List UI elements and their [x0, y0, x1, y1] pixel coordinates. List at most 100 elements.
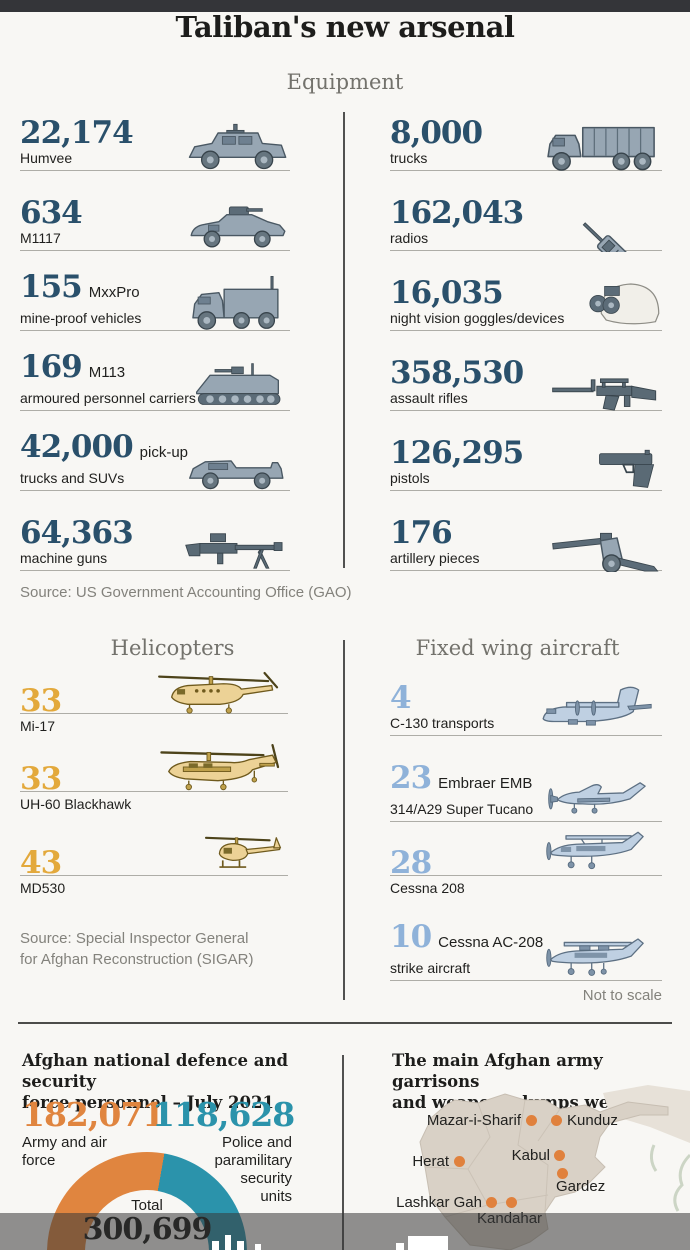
city-dot-herat — [454, 1156, 465, 1167]
stat-text: 155 MxxPro mine-proof vehicles — [20, 271, 141, 327]
night-vision-icon — [589, 283, 660, 325]
stat-label: trucks and SUVs — [20, 470, 125, 486]
stat-machine-guns: 64,363 machine guns — [20, 491, 290, 571]
stat-value: 634 — [20, 195, 83, 231]
city-label-kabul: Kabul — [511, 1147, 550, 1164]
c130-transport-icon — [542, 686, 652, 726]
stat-value: 42,000 — [20, 429, 134, 465]
page-title: Taliban's new arsenal — [175, 10, 515, 44]
stat-suffix: Embraer EMB — [438, 775, 533, 792]
stat-text: 358,530 assault rifles — [390, 357, 524, 407]
md530-helicopter-icon — [204, 836, 282, 868]
stat-label: artillery pieces — [390, 550, 480, 566]
cessna-ac208-icon — [546, 938, 644, 976]
city-dot-gardez — [557, 1168, 568, 1179]
super-tucano-icon — [548, 782, 646, 814]
stat-value: 33 — [20, 683, 62, 719]
army-label: Army and air force — [22, 1134, 108, 1169]
stat-label: UH-60 Blackhawk — [20, 796, 132, 812]
pickup-truck-icon — [189, 460, 284, 490]
stat-value: 64,363 — [20, 515, 134, 551]
stat-radios: 162,043 radios — [390, 171, 662, 252]
pistol-icon — [599, 449, 655, 488]
blackhawk-helicopter-icon — [160, 744, 280, 791]
stat-artillery: 176 artillery pieces — [390, 491, 662, 572]
radio-icon — [582, 222, 635, 252]
afghanistan-map — [419, 1085, 690, 1250]
mi17-helicopter-icon — [158, 671, 279, 714]
stat-value: 28 — [390, 845, 432, 881]
humvee-icon — [188, 123, 287, 170]
city-dot-kandahar — [506, 1197, 517, 1208]
stat-value: 43 — [20, 845, 62, 881]
stat-suffix: Cessna AC-208 — [438, 934, 544, 951]
stat-value: 162,043 — [390, 195, 524, 231]
bottom-overlay-band — [0, 1213, 690, 1250]
army-stat: 182,071 Army and air force — [22, 1095, 165, 1170]
stat-text: 28 — [390, 845, 432, 881]
police-label: Police and paramilitary security units — [214, 1134, 292, 1205]
stat-text: 42,000 pick-up trucks and SUVs — [20, 431, 188, 487]
not-to-scale-note: Not to scale — [582, 987, 662, 1004]
stat-suffix: M113 — [88, 364, 126, 381]
stat-value: 155 — [20, 269, 83, 305]
aircraft-column-divider — [343, 640, 345, 1000]
stat-text: 16,035 night vision goggles/devices — [390, 277, 564, 327]
city-dot-lashkar-gah — [486, 1197, 497, 1208]
stat-text: 126,295 pistols — [390, 437, 524, 487]
cutoff-ui-fragment — [408, 1236, 448, 1250]
stat-value: 176 — [390, 515, 453, 551]
stat-mxxpro: 155 MxxPro mine-proof vehicles — [20, 251, 290, 331]
equipment-left-column: 22,174 Humvee 634 M1117 — [20, 108, 290, 571]
stat-rule-area: 33 — [20, 668, 288, 719]
city-label-lashkar-gah: Lashkar Gah — [396, 1194, 482, 1211]
stat-label: M1117 — [20, 230, 61, 246]
equipment-section-title: Equipment — [286, 70, 404, 94]
stat-text: 634 M1117 — [20, 195, 83, 247]
cutoff-ui-fragment — [255, 1244, 261, 1250]
city-label-mazar: Mazar-i-Sharif — [426, 1112, 521, 1129]
helicopters-column: 33 Mi-17 33 — [20, 668, 288, 897]
armored-car-icon — [190, 206, 286, 248]
apc-icon — [196, 363, 281, 405]
river-line — [649, 1144, 658, 1172]
equipment-column-divider — [343, 112, 345, 568]
stat-rule-area: 43 — [20, 813, 288, 881]
stat-trucks: 8,000 trucks — [390, 108, 662, 171]
stat-text: 23 Embraer EMB 314/A29 Super Tucano — [390, 762, 533, 818]
stat-label: MD530 — [20, 880, 66, 896]
stat-value: 33 — [20, 761, 62, 797]
stat-text: 64,363 machine guns — [20, 515, 134, 567]
stat-label: C-130 transports — [390, 715, 495, 731]
stat-value: 4 — [390, 680, 412, 716]
artillery-icon — [552, 532, 659, 572]
stat-label: Mi-17 — [20, 718, 56, 734]
top-bar — [0, 0, 690, 12]
stat-mi17: 33 Mi-17 — [20, 668, 288, 735]
cutoff-ui-fragment — [212, 1241, 219, 1250]
stat-value: 23 — [390, 760, 432, 796]
city-dot-mazar — [526, 1115, 537, 1126]
personnel-title: Afghan national defence and security for… — [22, 1051, 288, 1112]
police-value: 118,628 — [152, 1095, 295, 1134]
stat-c130: 4 C-130 transports — [390, 668, 662, 736]
machine-gun-icon — [185, 533, 283, 569]
stat-text: 8,000 trucks — [390, 117, 483, 167]
stat-value: 16,035 — [390, 275, 504, 311]
army-value: 182,071 — [22, 1095, 165, 1134]
stat-label: trucks — [390, 150, 428, 166]
cutoff-ui-fragment — [396, 1243, 404, 1250]
stat-value: 22,174 — [20, 115, 134, 151]
stat-blackhawk: 33 UH-60 Blackhawk — [20, 735, 288, 813]
stat-label: radios — [390, 230, 429, 246]
cessna-208-icon — [546, 831, 644, 870]
stat-text: 176 artillery pieces — [390, 517, 479, 567]
mrap-truck-icon — [192, 276, 279, 330]
stat-text: 169 M113 armoured personnel carriers — [20, 351, 196, 407]
fixed-wing-column: 4 C-130 transports 23 Embraer EMB 314/A29… — [390, 668, 662, 1004]
stat-text: 43 — [20, 845, 62, 881]
stat-pistols: 126,295 pistols — [390, 411, 662, 491]
stat-humvee: 22,174 Humvee — [20, 108, 290, 171]
bottom-section-divider — [18, 1022, 672, 1024]
stat-suffix: MxxPro — [88, 284, 140, 301]
